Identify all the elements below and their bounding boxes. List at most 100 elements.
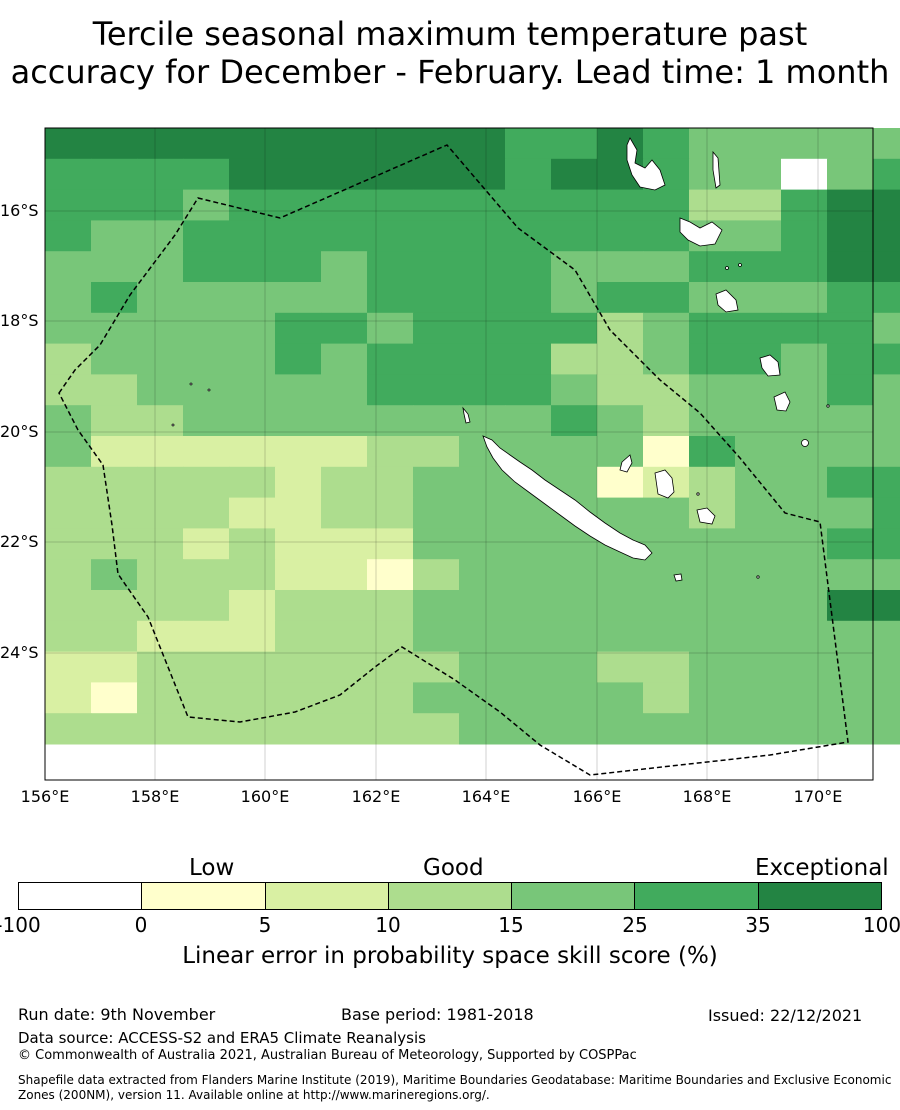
grid-cell	[689, 312, 736, 345]
grid-cell	[367, 651, 414, 683]
grid-cell	[551, 682, 598, 714]
grid-cell	[137, 405, 184, 437]
grid-cell	[781, 590, 828, 622]
grid-cell	[551, 158, 598, 191]
grid-cell	[781, 343, 828, 375]
grid-cell	[781, 405, 828, 437]
reef-islet-5	[696, 492, 700, 496]
grid-cell	[45, 620, 92, 653]
grid-cell	[367, 282, 414, 314]
grid-cell	[459, 497, 506, 529]
grid-cell	[781, 651, 828, 683]
colorbar-segment-3	[265, 883, 389, 909]
grid-cell	[781, 559, 828, 591]
grid-cell	[137, 374, 184, 406]
grid-cell	[505, 590, 552, 622]
grid-cell	[91, 158, 138, 191]
map-title-line-1: Tercile seasonal maximum temperature pas…	[92, 15, 808, 53]
colorbar-tick-label: 100	[862, 913, 900, 937]
grid-cell	[367, 312, 414, 345]
lat-label-18s: 18°S	[0, 311, 39, 330]
lifou-island	[654, 469, 675, 499]
grid-cell	[367, 590, 414, 622]
hunter-island	[826, 404, 830, 408]
grid-cell	[413, 713, 460, 745]
colorbar-tick-label: 25	[622, 913, 648, 937]
grid-cell	[45, 590, 92, 622]
grid-cell	[643, 282, 690, 314]
grid-cell	[91, 620, 138, 653]
grid-cell	[551, 651, 598, 683]
grid-cell	[873, 682, 900, 714]
grid-cell	[781, 128, 828, 160]
reef-islet-3	[171, 423, 175, 427]
grid-cell	[689, 251, 736, 283]
grid-cell	[275, 343, 322, 375]
grid-cell	[45, 343, 92, 375]
grid-cell	[505, 620, 552, 653]
grid-cell	[827, 158, 874, 191]
grid-cell	[551, 436, 598, 468]
grid-cell	[183, 590, 230, 622]
grid-cell	[137, 220, 184, 252]
malekula-island	[679, 217, 723, 247]
grid-cell	[229, 590, 276, 622]
grid-cell	[827, 682, 874, 714]
grid-cell	[229, 528, 276, 560]
grid-cell	[643, 312, 690, 345]
grid-cell	[275, 682, 322, 714]
grid-cell	[597, 436, 644, 468]
grid-cell	[827, 189, 874, 221]
grid-cell	[827, 436, 874, 468]
grid-cell	[597, 651, 644, 683]
grid-cell	[229, 436, 276, 468]
grid-cell	[459, 528, 506, 560]
grid-cell	[551, 713, 598, 745]
grid-cell	[45, 220, 92, 252]
grid-cell	[735, 682, 782, 714]
grid-cell	[45, 189, 92, 221]
grid-cell	[413, 189, 460, 221]
grid-cell	[505, 282, 552, 314]
lon-label-168e: 168°E	[682, 787, 732, 806]
espiritu-santo-island	[626, 137, 666, 191]
grid-cell	[413, 282, 460, 314]
grid-cell	[91, 251, 138, 283]
grid-cell	[735, 590, 782, 622]
grid-cell	[689, 713, 736, 745]
grid-cell	[873, 405, 900, 437]
grid-cell	[275, 713, 322, 745]
grid-cell	[459, 128, 506, 160]
grid-cell	[137, 282, 184, 314]
grid-cell	[873, 189, 900, 221]
grid-cell	[413, 128, 460, 160]
grid-cell	[735, 466, 782, 499]
grid-cell	[45, 282, 92, 314]
grid-cell	[91, 343, 138, 375]
lon-label-166e: 166°E	[572, 787, 622, 806]
grid-cell	[275, 189, 322, 221]
category-exceptional: Exceptional	[755, 855, 889, 881]
grid-cell	[597, 466, 644, 499]
grid-cell	[873, 713, 900, 745]
grid-cell	[689, 374, 736, 406]
grid-cell	[781, 282, 828, 314]
grid-cell	[321, 343, 368, 375]
erromango-island	[759, 354, 781, 377]
lat-label-24s: 24°S	[0, 643, 39, 662]
grid-cell	[413, 497, 460, 529]
grid-cell	[873, 466, 900, 499]
grid-cell	[551, 189, 598, 221]
grid-cell	[735, 282, 782, 314]
grid-cell	[321, 682, 368, 714]
grid-cell	[275, 128, 322, 160]
grid-cell	[735, 620, 782, 653]
grid-cell	[275, 466, 322, 499]
grid-cell	[229, 220, 276, 252]
grid-cell	[229, 282, 276, 314]
grid-cell	[597, 713, 644, 745]
grid-cell	[689, 158, 736, 191]
grid-cell	[45, 251, 92, 283]
grid-cell	[781, 466, 828, 499]
grid-cell	[551, 405, 598, 437]
